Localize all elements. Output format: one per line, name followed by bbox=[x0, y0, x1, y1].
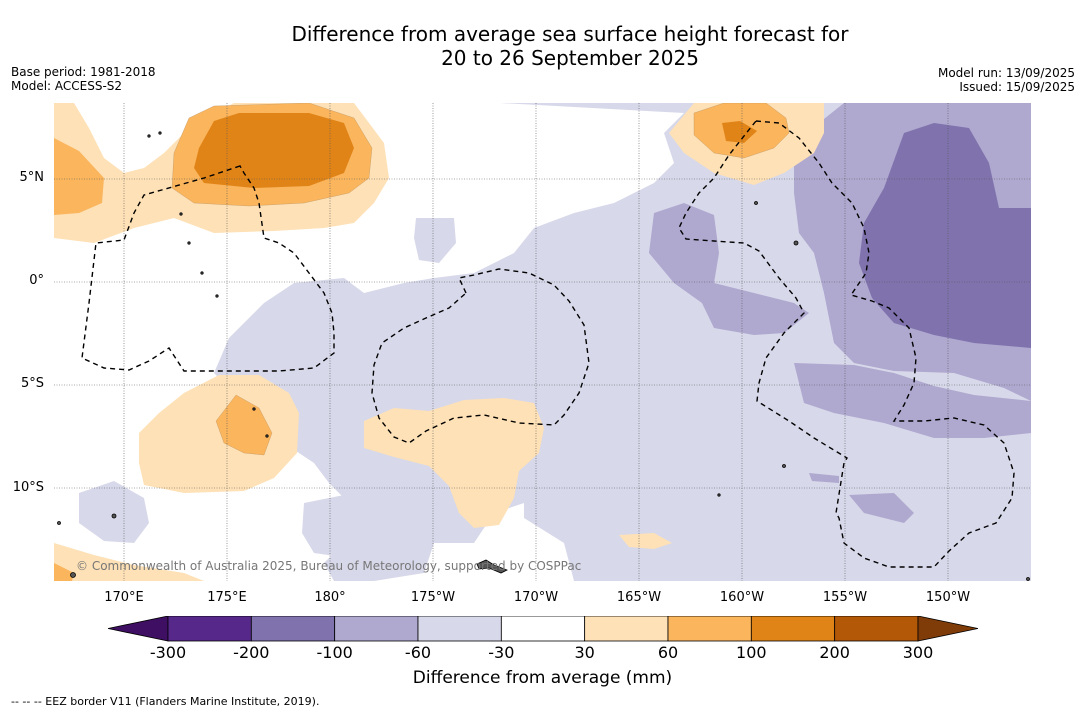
anomaly-region bbox=[609, 413, 666, 483]
contour-line bbox=[693, 103, 790, 159]
island bbox=[57, 521, 61, 525]
copyright-notice: © Commonwealth of Australia 2025, Bureau… bbox=[76, 559, 582, 573]
map-title: Difference from average sea surface heig… bbox=[0, 22, 1085, 70]
lon-label: 175°E bbox=[207, 590, 247, 605]
eez-border bbox=[371, 268, 590, 444]
island bbox=[754, 201, 758, 205]
colorbar-segment bbox=[500, 616, 586, 642]
anomaly-region bbox=[54, 543, 204, 581]
colorbar bbox=[108, 616, 978, 642]
colorbar-tick-label: -30 bbox=[488, 643, 515, 662]
colorbar-segments bbox=[167, 616, 919, 642]
anomaly-region bbox=[619, 533, 672, 549]
anomaly-region bbox=[194, 113, 354, 188]
colorbar-segment bbox=[667, 616, 752, 642]
anomaly-region bbox=[649, 203, 809, 335]
lon-label: 170°W bbox=[513, 590, 559, 605]
colorbar-tick-label: 100 bbox=[736, 643, 767, 662]
colorbar-max-arrow bbox=[917, 616, 978, 642]
lon-label: 170°E bbox=[104, 590, 144, 605]
islands bbox=[57, 131, 1030, 581]
colorbar-tick-label: 300 bbox=[902, 643, 934, 662]
island bbox=[782, 464, 786, 468]
meta-right: Model run: 13/09/2025 Issued: 15/09/2025 bbox=[938, 66, 1075, 94]
anomaly-region bbox=[302, 493, 384, 558]
lat-label: 0° bbox=[29, 273, 44, 288]
model-run: Model run: 13/09/2025 bbox=[937, 66, 1075, 80]
colorbar-segment bbox=[584, 616, 669, 642]
eez-borders bbox=[81, 120, 1015, 568]
colorbar-segment bbox=[250, 616, 336, 642]
colorbar-segment bbox=[834, 616, 919, 642]
anomaly-region bbox=[794, 363, 1031, 438]
anomaly-region bbox=[722, 121, 757, 143]
issued-date: Issued: 15/09/2025 bbox=[959, 80, 1075, 94]
sea-height-map bbox=[54, 103, 1031, 581]
island bbox=[179, 212, 183, 216]
island bbox=[111, 513, 117, 519]
colorbar-tick-label: -200 bbox=[233, 643, 270, 662]
anomaly-region bbox=[216, 395, 272, 455]
colorbar-tick-label: -60 bbox=[404, 643, 432, 662]
lon-label: 165°W bbox=[616, 590, 662, 605]
lat-label: 10°S bbox=[12, 480, 44, 495]
lon-label: 175°W bbox=[410, 590, 456, 605]
island bbox=[717, 493, 721, 497]
colorbar-segment bbox=[417, 616, 502, 642]
colorbar-segment bbox=[750, 616, 836, 642]
lon-label: 155°W bbox=[822, 590, 868, 605]
island bbox=[187, 241, 191, 245]
island bbox=[215, 294, 219, 298]
lon-label: 150°W bbox=[925, 590, 971, 605]
island bbox=[476, 559, 508, 574]
anomaly-region bbox=[139, 375, 299, 493]
lat-label: 5°S bbox=[20, 376, 44, 391]
island bbox=[793, 240, 799, 246]
colorbar-min-arrow bbox=[108, 616, 169, 642]
colorbar-tick-label: 200 bbox=[819, 643, 850, 662]
contour-line bbox=[171, 103, 373, 207]
eez-footnote: -- -- -- EEZ border V11 (Flanders Marine… bbox=[11, 695, 320, 708]
island bbox=[147, 134, 151, 138]
anomaly-region bbox=[849, 493, 914, 523]
colorbar-tick-label: -100 bbox=[316, 643, 353, 662]
colorbar-label: Difference from average (mm) bbox=[412, 668, 673, 688]
colorbar-tick-label: 60 bbox=[657, 643, 679, 662]
map-panel[interactable] bbox=[54, 103, 1031, 581]
island bbox=[158, 131, 162, 135]
title-line-1: Difference from average sea surface heig… bbox=[291, 22, 849, 46]
anomaly-region bbox=[54, 138, 104, 215]
colorbar-segment bbox=[334, 616, 419, 642]
island bbox=[200, 271, 204, 275]
island bbox=[70, 572, 76, 578]
anomaly-region bbox=[364, 398, 544, 528]
lon-label: 160°W bbox=[719, 590, 765, 605]
pos-100-shading bbox=[194, 113, 757, 188]
lon-label: 180° bbox=[314, 590, 346, 605]
contour-outlines bbox=[171, 103, 790, 456]
base-period: Base period: 1981-2018 bbox=[11, 65, 156, 79]
anomaly-region bbox=[809, 473, 839, 483]
anomaly-region bbox=[54, 563, 74, 581]
island bbox=[252, 407, 256, 411]
island bbox=[265, 434, 269, 438]
colorbar-tick-label: 30 bbox=[574, 643, 595, 662]
colorbar-tick-label: -300 bbox=[149, 643, 187, 662]
colorbar-segment bbox=[167, 616, 252, 642]
eez-border bbox=[678, 120, 1015, 568]
meta-left: Base period: 1981-2018 Model: ACCESS-S2 bbox=[11, 65, 156, 93]
graticule bbox=[54, 103, 1031, 581]
model-name: Model: ACCESS-S2 bbox=[11, 79, 123, 93]
island bbox=[1026, 577, 1030, 581]
anomaly-region bbox=[414, 218, 456, 263]
contour-line bbox=[215, 394, 273, 456]
title-line-2: 20 to 26 September 2025 bbox=[441, 46, 699, 70]
anomaly-region bbox=[79, 481, 149, 543]
lat-label: 5°N bbox=[19, 170, 45, 185]
eez-border bbox=[81, 165, 335, 372]
